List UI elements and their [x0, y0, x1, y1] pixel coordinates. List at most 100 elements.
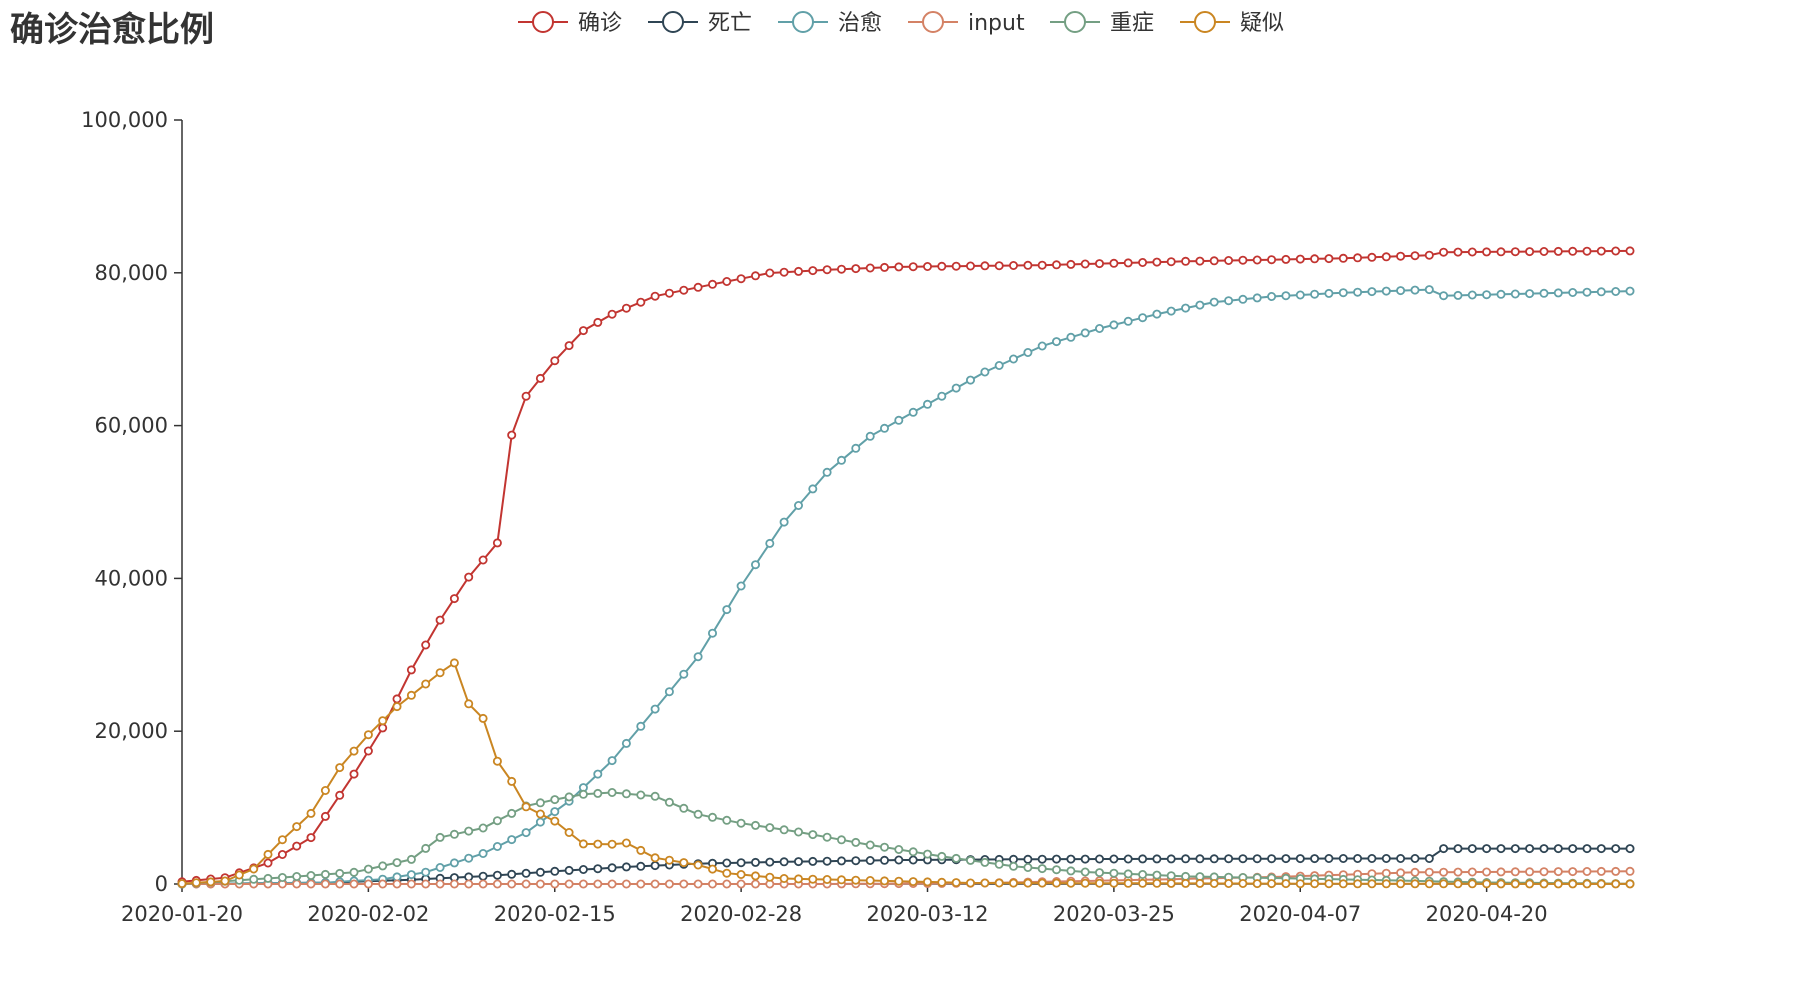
data-point — [779, 857, 789, 867]
data-point — [1525, 867, 1535, 877]
data-point — [1439, 844, 1449, 854]
data-point — [1080, 328, 1090, 338]
data-point — [1095, 854, 1105, 864]
data-point — [1138, 854, 1148, 864]
legend[interactable]: 确诊 死亡 治愈 input 重症 疑似 — [518, 11, 1284, 36]
data-point — [464, 853, 474, 863]
data-point — [621, 862, 631, 872]
data-point — [492, 816, 502, 826]
data-point — [1324, 879, 1334, 889]
data-point — [736, 581, 746, 591]
data-point — [277, 873, 287, 883]
data-point — [564, 828, 574, 838]
data-point — [1224, 854, 1234, 864]
data-point — [1052, 854, 1062, 864]
data-point — [765, 823, 775, 833]
data-point — [435, 615, 445, 625]
data-point — [1596, 866, 1606, 876]
data-point — [708, 628, 718, 638]
data-point — [607, 788, 617, 798]
data-point — [593, 317, 603, 327]
data-point — [1496, 867, 1506, 877]
legend-label: input — [968, 11, 1025, 36]
data-point — [1381, 868, 1391, 878]
data-point — [421, 879, 431, 889]
data-point — [249, 864, 259, 874]
data-point — [1338, 854, 1348, 864]
data-point — [1553, 288, 1563, 298]
data-point — [1381, 854, 1391, 864]
data-point — [1281, 879, 1291, 889]
data-point — [449, 658, 459, 668]
data-point — [478, 879, 488, 889]
data-point — [1353, 253, 1363, 263]
data-point — [263, 873, 273, 883]
data-point — [894, 262, 904, 272]
data-point — [1109, 854, 1119, 864]
data-point — [349, 769, 359, 779]
data-point — [1023, 878, 1033, 888]
data-point — [1195, 300, 1205, 310]
data-point — [435, 879, 445, 889]
data-point — [1224, 296, 1234, 306]
data-point — [1625, 866, 1635, 876]
data-point — [808, 830, 818, 840]
data-point — [507, 879, 517, 889]
data-point — [363, 864, 373, 874]
data-point — [1582, 879, 1592, 889]
data-point — [363, 879, 373, 889]
data-point — [550, 879, 560, 889]
data-point — [865, 840, 875, 850]
legend-item-重症[interactable]: 重症 — [1050, 11, 1154, 36]
data-point — [578, 839, 588, 849]
data-point — [1267, 291, 1277, 301]
y-tick-label: 80,000 — [95, 261, 168, 285]
data-point — [765, 538, 775, 548]
data-point — [578, 789, 588, 799]
data-point — [1310, 879, 1320, 889]
data-point — [1209, 256, 1219, 266]
data-point — [292, 841, 302, 851]
data-point — [636, 790, 646, 800]
data-point — [1482, 879, 1492, 889]
legend-item-疑似[interactable]: 疑似 — [1180, 11, 1284, 36]
data-point — [535, 809, 545, 819]
data-point — [1009, 354, 1019, 364]
legend-label: 治愈 — [838, 11, 882, 36]
data-point — [1568, 287, 1578, 297]
data-point — [234, 870, 244, 880]
data-point — [1152, 257, 1162, 267]
legend-item-死亡[interactable]: 死亡 — [648, 11, 752, 36]
data-point — [894, 876, 904, 886]
data-point — [1310, 254, 1320, 264]
data-point — [1009, 878, 1019, 888]
data-point — [1166, 257, 1176, 267]
data-point — [980, 857, 990, 867]
data-point — [621, 879, 631, 889]
data-point — [1596, 287, 1606, 297]
data-point — [822, 832, 832, 842]
series-疑似 — [177, 658, 1635, 889]
data-point — [1510, 879, 1520, 889]
data-point — [708, 879, 718, 889]
data-point — [837, 264, 847, 274]
chart-title: 确诊治愈比例 — [10, 10, 214, 50]
data-point — [908, 407, 918, 417]
data-point — [1324, 854, 1334, 864]
legend-item-input[interactable]: input — [908, 11, 1025, 36]
data-point — [751, 871, 761, 881]
data-point — [1482, 844, 1492, 854]
data-point — [851, 264, 861, 274]
data-point — [908, 855, 918, 865]
data-point — [851, 837, 861, 847]
data-point — [435, 863, 445, 873]
legend-item-确诊[interactable]: 确诊 — [518, 11, 622, 36]
data-point — [1424, 285, 1434, 295]
data-point — [1439, 879, 1449, 889]
data-point — [679, 285, 689, 295]
data-point — [1095, 259, 1105, 269]
data-point — [1080, 259, 1090, 269]
data-point — [1410, 879, 1420, 889]
data-point — [292, 822, 302, 832]
legend-item-治愈[interactable]: 治愈 — [778, 11, 882, 36]
